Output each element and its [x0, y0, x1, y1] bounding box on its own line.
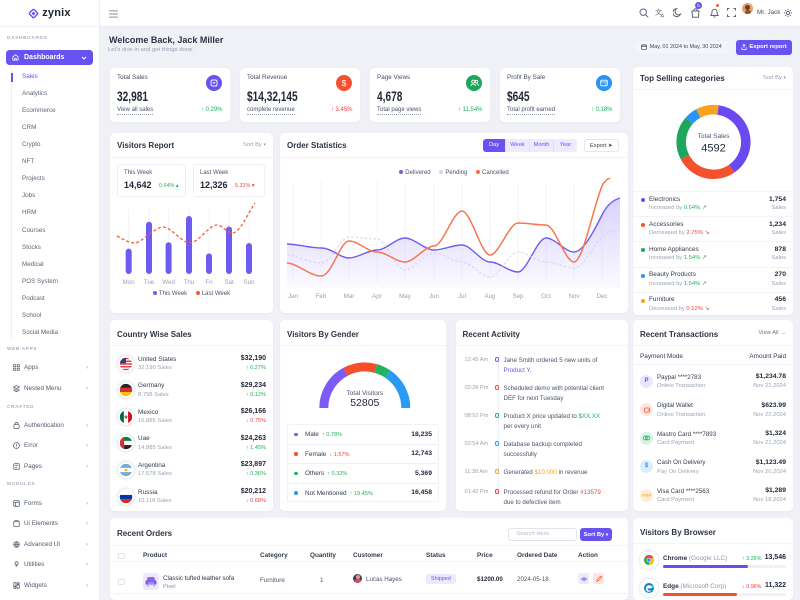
- svg-text:4592: 4592: [701, 143, 725, 155]
- svg-text:Total Sales: Total Sales: [698, 133, 731, 140]
- svg-text:Mar: Mar: [344, 293, 355, 300]
- svg-text:Apr: Apr: [372, 293, 382, 300]
- svg-text:文: 文: [655, 8, 662, 17]
- svg-text:Fri: Fri: [205, 279, 212, 286]
- svg-text:VISA: VISA: [642, 493, 651, 497]
- svg-text:Sat: Sat: [224, 279, 234, 286]
- svg-text:Sun: Sun: [243, 279, 255, 286]
- svg-text:Jun: Jun: [429, 293, 440, 300]
- svg-text:Total Visitors: Total Visitors: [346, 390, 383, 397]
- svg-text:May: May: [399, 293, 412, 300]
- svg-text:A: A: [661, 14, 665, 19]
- svg-text:Tue: Tue: [144, 279, 155, 286]
- svg-text:Feb: Feb: [316, 293, 327, 300]
- svg-text:Jan: Jan: [288, 293, 299, 300]
- svg-text:Mon: Mon: [123, 279, 136, 286]
- svg-text:Wed: Wed: [162, 279, 175, 286]
- svg-text:Thu: Thu: [184, 279, 195, 286]
- svg-text:Aug: Aug: [484, 293, 496, 300]
- svg-text:52805: 52805: [350, 397, 379, 409]
- svg-text:Sep: Sep: [512, 293, 524, 300]
- svg-text:Dec: Dec: [596, 293, 607, 300]
- svg-text:Nov: Nov: [568, 293, 580, 300]
- svg-text:Jul: Jul: [458, 293, 466, 300]
- svg-text:Oct: Oct: [541, 293, 551, 300]
